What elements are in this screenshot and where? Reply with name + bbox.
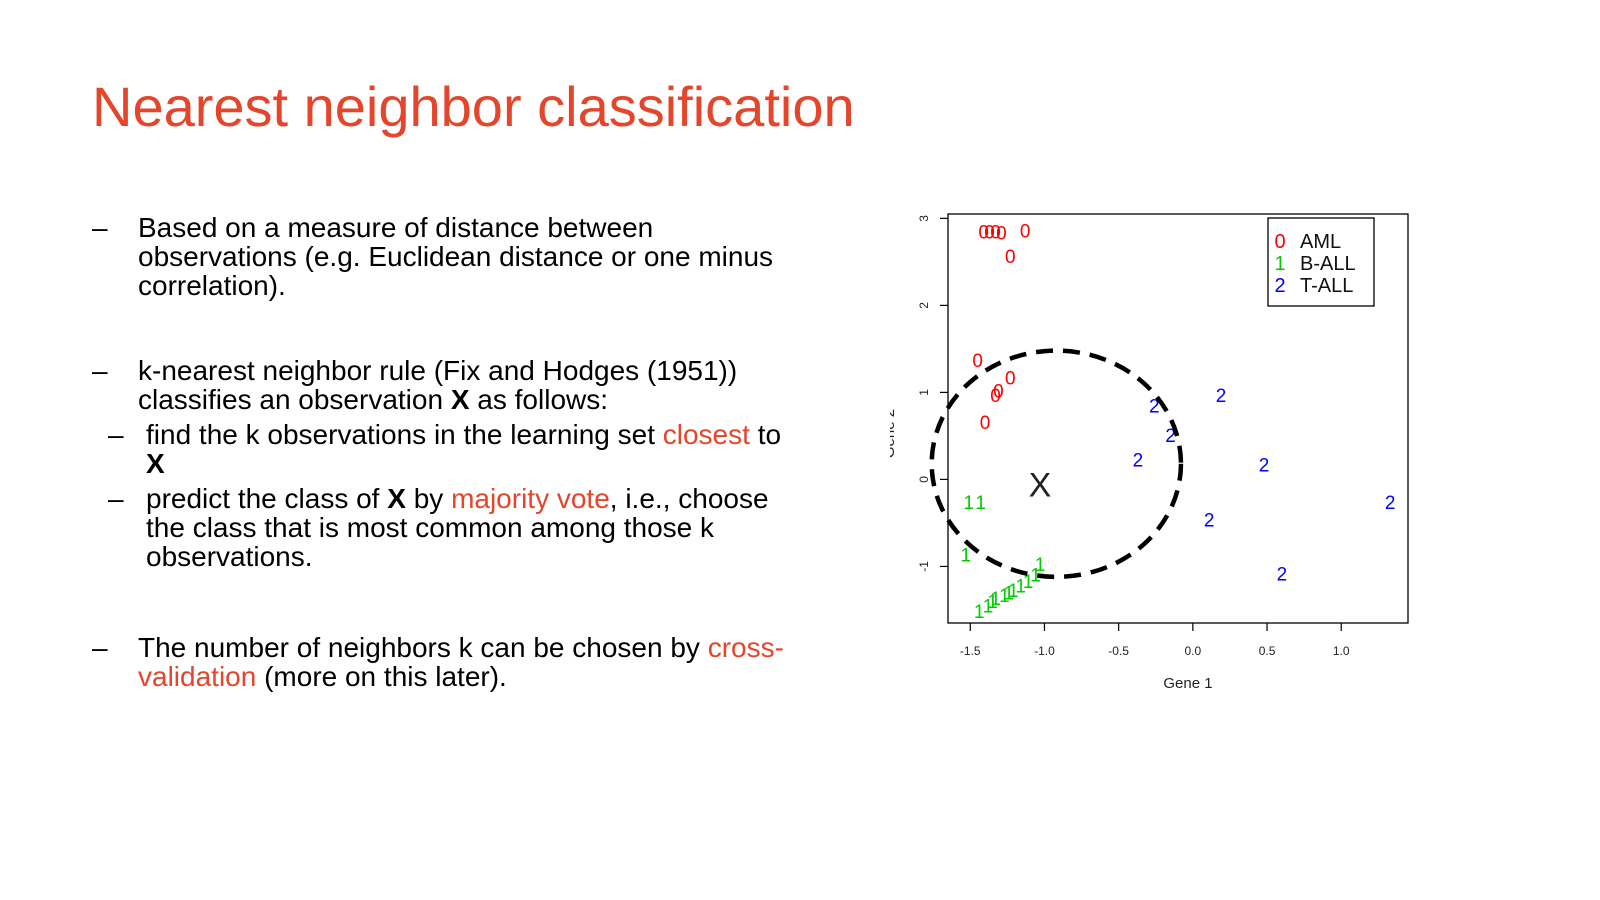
- highlight-cross-validation: cross-validation: [138, 632, 784, 692]
- data-point-t-all: 2: [1204, 510, 1215, 531]
- x-tick-label: 0.0: [1184, 644, 1201, 658]
- data-point-b-all: 1: [990, 589, 1001, 610]
- y-axis-label: Gene 2: [890, 409, 898, 458]
- data-point-b-all: 1: [974, 602, 985, 623]
- sub-bullet-majority-vote: – predict the class of X by majority vot…: [108, 484, 792, 571]
- bullet-text: The number of neighbors k can be chosen …: [138, 632, 708, 663]
- data-point-b-all: 1: [975, 493, 986, 514]
- data-point-b-all: 1: [961, 545, 972, 566]
- data-point-b-all: 1: [1035, 555, 1046, 576]
- x-tick-label: 1.0: [1333, 644, 1350, 658]
- neighborhood-circle: [929, 348, 1184, 580]
- bullet-text: by: [405, 483, 452, 514]
- legend-label: AML: [1300, 231, 1341, 253]
- data-point-t-all: 2: [1133, 450, 1144, 471]
- x-tick-label: -1.0: [1034, 644, 1055, 658]
- legend-symbol: 2: [1274, 275, 1285, 297]
- y-tick-label: 0: [917, 476, 931, 483]
- query-point-x: X: [1029, 467, 1052, 505]
- bullet-text: Based on a measure of distance between o…: [138, 212, 774, 301]
- legend-label: T-ALL: [1300, 275, 1353, 297]
- observation-x: X: [387, 483, 406, 514]
- highlight-majority-vote: majority vote: [451, 483, 610, 514]
- bullet-dash: –: [92, 212, 108, 243]
- bullet-text: , i.e., choose the class that is most co…: [146, 483, 769, 572]
- data-point-t-all: 2: [1216, 386, 1227, 407]
- bullet-dash: –: [92, 355, 108, 386]
- data-point-aml: 0: [984, 222, 995, 243]
- data-point-b-all: 1: [1015, 577, 1026, 598]
- legend-symbol: 0: [1274, 231, 1285, 253]
- data-point-b-all: 1: [987, 592, 998, 613]
- bullet-knn-rule: – k-nearest neighbor rule (Fix and Hodge…: [92, 356, 792, 414]
- data-point-aml: 0: [972, 351, 983, 372]
- data-point-b-all: 1: [983, 597, 994, 618]
- bullet-list: – Based on a measure of distance between…: [92, 213, 792, 691]
- data-point-t-all: 2: [1385, 493, 1396, 514]
- plot-frame: [947, 213, 1409, 624]
- y-tick-label: 3: [917, 215, 931, 222]
- bullet-dash: –: [92, 632, 108, 663]
- data-point-t-all: 2: [1277, 564, 1288, 585]
- x-tick-label: -1.5: [960, 644, 981, 658]
- data-point-aml: 0: [1020, 222, 1031, 243]
- data-point-aml: 0: [978, 222, 989, 243]
- bullet-text: predict the class of: [146, 483, 388, 514]
- data-point-aml: 0: [1005, 369, 1016, 390]
- legend-box: [1267, 217, 1375, 307]
- data-point-t-all: 2: [1259, 456, 1270, 477]
- data-point-aml: 0: [993, 382, 1004, 403]
- bullet-distance-measure: – Based on a measure of distance between…: [92, 213, 792, 300]
- data-point-aml: 0: [1005, 247, 1016, 268]
- data-point-b-all: 1: [1004, 584, 1015, 605]
- x-tick-label: 0.5: [1259, 644, 1276, 658]
- data-point-b-all: 1: [1008, 581, 1019, 602]
- observation-x: X: [146, 448, 165, 479]
- data-point-b-all: 1: [999, 586, 1010, 607]
- bullet-text: to: [749, 419, 782, 450]
- y-tick-label: 1: [917, 389, 931, 396]
- legend-label: B-ALL: [1300, 253, 1356, 275]
- data-point-t-all: 2: [1149, 396, 1160, 417]
- slide-title: Nearest neighbor classification: [92, 75, 855, 138]
- x-tick-label: -0.5: [1108, 644, 1129, 658]
- y-tick-label: -1: [917, 561, 931, 572]
- highlight-closest: closest: [662, 419, 750, 450]
- data-point-b-all: 1: [963, 493, 974, 514]
- legend-symbol: 1: [1274, 253, 1285, 275]
- data-point-aml: 0: [980, 413, 991, 434]
- data-point-aml: 0: [990, 222, 1001, 243]
- data-point-b-all: 1: [1023, 572, 1034, 593]
- bullet-cross-validation: – The number of neighbors k can be chose…: [92, 633, 792, 691]
- bullet-dash: –: [108, 483, 124, 514]
- bullet-text: (more on this later).: [256, 661, 507, 692]
- bullet-dash: –: [108, 419, 124, 450]
- sub-bullet-closest: – find the k observations in the learnin…: [108, 420, 792, 478]
- y-tick-label: 2: [917, 302, 931, 309]
- data-point-t-all: 2: [1165, 426, 1176, 447]
- data-point-b-all: 1: [1030, 565, 1041, 586]
- bullet-text: k-nearest neighbor rule (Fix and Hodges …: [138, 355, 738, 415]
- bullet-text: find the k observations in the learning …: [146, 419, 663, 450]
- x-axis-label: Gene 1: [1163, 675, 1212, 692]
- bullet-text: as follows:: [469, 384, 609, 415]
- observation-x: X: [450, 384, 470, 415]
- data-point-aml: 0: [996, 223, 1007, 244]
- data-point-aml: 0: [990, 386, 1001, 407]
